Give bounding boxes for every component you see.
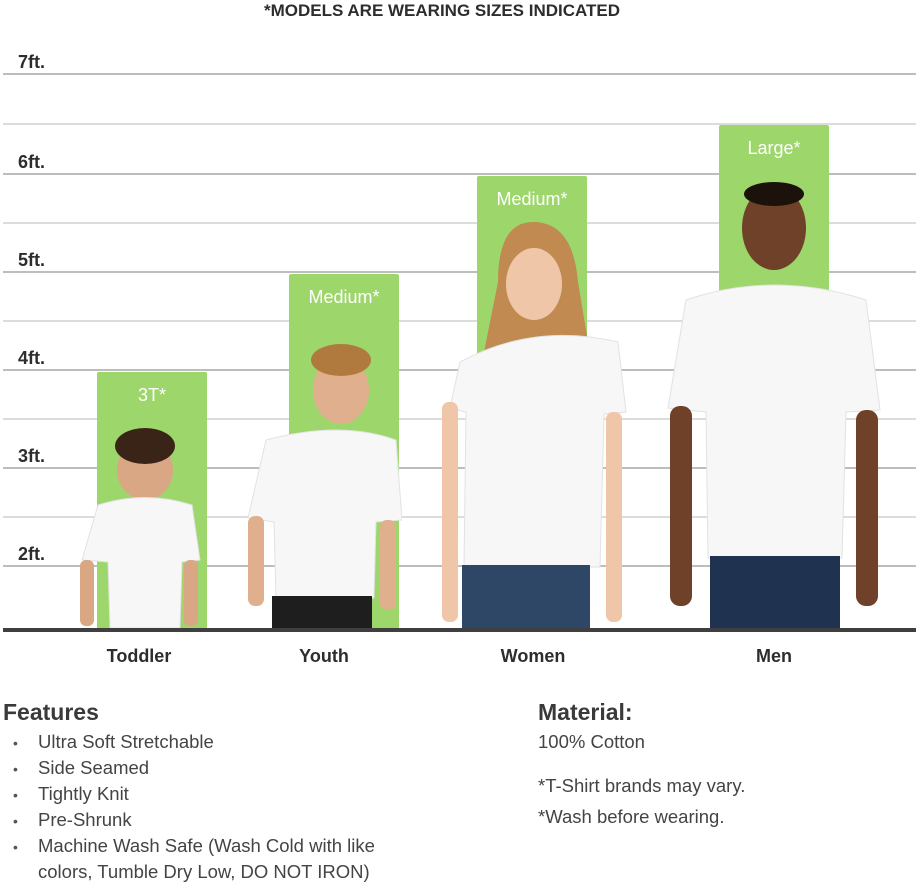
feature-item: Machine Wash Safe (Wash Cold with like xyxy=(38,835,375,856)
bullet-icon: • xyxy=(13,839,18,855)
bullet-icon: • xyxy=(13,787,18,803)
bullet-icon: • xyxy=(13,813,18,829)
size-label: 3T* xyxy=(137,385,166,405)
gridline-3ft xyxy=(3,467,916,469)
gridline-6ft xyxy=(3,173,916,175)
feature-item: Side Seamed xyxy=(38,757,150,778)
scale-label: 3ft. xyxy=(18,446,45,466)
gridline xyxy=(3,123,916,125)
bullet-icon: • xyxy=(13,761,18,777)
gridline-5ft xyxy=(3,271,916,273)
page-title: *MODELS ARE WEARING SIZES INDICATED xyxy=(263,1,621,20)
features-heading: Features xyxy=(3,699,99,725)
category-toddler: Toddler xyxy=(106,646,172,666)
gridline xyxy=(3,320,916,322)
scale-label: 6ft. xyxy=(18,152,45,172)
size-label: Medium* xyxy=(496,189,568,209)
youth-model-image xyxy=(247,344,402,630)
size-label: Large* xyxy=(747,138,801,158)
gridline xyxy=(3,418,916,420)
scale-label: 2ft. xyxy=(18,544,45,564)
scale-label: 5ft. xyxy=(18,250,45,270)
feature-item: Tightly Knit xyxy=(38,783,129,804)
category-men: Men xyxy=(756,646,792,666)
feature-item: Pre-Shrunk xyxy=(38,809,132,830)
size-label: Medium* xyxy=(308,287,380,307)
toddler-model-image xyxy=(80,428,201,629)
women-model-image xyxy=(442,222,627,630)
material-value: 100% Cotton xyxy=(538,731,645,752)
gridline-2ft xyxy=(3,565,916,567)
scale-label: 7ft. xyxy=(18,52,45,72)
category-youth: Youth xyxy=(299,646,349,666)
bullet-icon: • xyxy=(13,735,18,751)
feature-item-continuation: colors, Tumble Dry Low, DO NOT IRON) xyxy=(38,861,370,882)
gridline-7ft xyxy=(3,73,916,75)
gridline xyxy=(3,222,916,224)
material-note: *T-Shirt brands may vary. xyxy=(538,775,746,796)
material-heading: Material: xyxy=(538,699,633,725)
category-women: Women xyxy=(500,646,566,666)
feature-item: Ultra Soft Stretchable xyxy=(38,731,214,752)
men-model-image xyxy=(667,182,881,630)
gridline xyxy=(3,516,916,518)
material-note: *Wash before wearing. xyxy=(538,806,725,827)
baseline xyxy=(3,628,916,632)
scale-label: 4ft. xyxy=(18,348,45,368)
